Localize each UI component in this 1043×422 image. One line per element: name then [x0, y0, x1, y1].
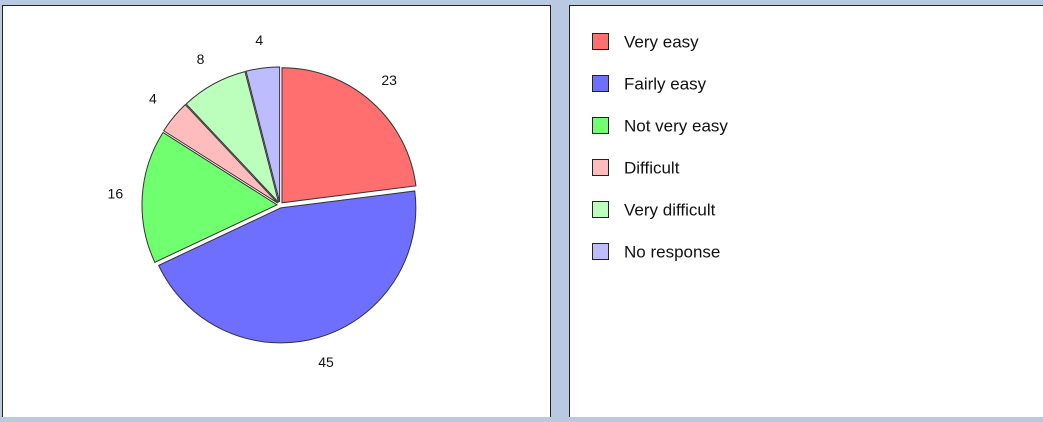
data-label: 4	[149, 91, 157, 107]
legend-swatch	[593, 202, 609, 218]
data-label: 45	[318, 354, 334, 370]
data-label: 8	[197, 51, 205, 67]
legend-label: Very easy	[624, 32, 699, 51]
data-label: 4	[255, 32, 263, 48]
legend-swatch	[593, 244, 609, 260]
legend-label: Difficult	[624, 158, 680, 177]
data-label: 23	[381, 72, 397, 88]
data-label: 16	[108, 185, 124, 201]
legend-label: Very difficult	[624, 200, 716, 219]
legend-swatch	[593, 160, 609, 176]
legend-swatch	[593, 76, 609, 92]
legend-swatch	[593, 118, 609, 134]
legend-label: Not very easy	[624, 116, 728, 135]
legend-label: No response	[624, 242, 720, 261]
legend-swatch	[593, 34, 609, 50]
legend-label: Fairly easy	[624, 74, 707, 93]
